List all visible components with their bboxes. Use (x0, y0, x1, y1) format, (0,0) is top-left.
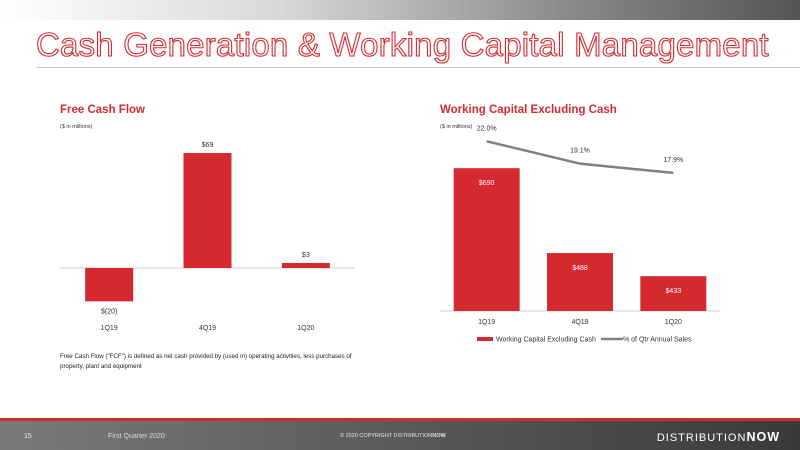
logo-suffix: NOW (746, 430, 780, 444)
wc-pct-data-label: 17.9% (663, 157, 683, 164)
copyright-suffix: NOW (432, 433, 446, 439)
logo-prefix: DISTRIBUTION (656, 432, 747, 444)
fcf-category-label: 1Q19 (101, 325, 118, 332)
fcf-data-label: $3 (302, 252, 310, 259)
fcf-category-label: 4Q19 (199, 325, 216, 332)
copyright-prefix: © 2020 COPYRIGHT DISTRIBUTION (340, 433, 433, 439)
wc-pct-data-label: 19.1% (570, 148, 590, 155)
footer-copyright: © 2020 COPYRIGHT DISTRIBUTIONNOW (340, 433, 446, 439)
fcf-data-label: $(20) (101, 308, 117, 315)
wc-bar-data-label: $488 (572, 265, 588, 272)
fcf-bar (281, 263, 330, 268)
wc-category-label: 4Q19 (571, 319, 588, 326)
company-logo: DISTRIBUTIONNOW (657, 430, 780, 444)
wc-chart-title: Working Capital Excluding Cash (440, 104, 617, 116)
fcf-category-label: 1Q20 (297, 325, 314, 332)
wc-bar-data-label: $433 (666, 288, 682, 295)
wc-category-label: 1Q19 (478, 319, 495, 326)
wc-bar (547, 253, 613, 311)
slide-title: Cash Generation & Working Capital Manage… (35, 25, 769, 63)
wc-bar-data-label: $690 (479, 180, 495, 187)
legend-bar-swatch (477, 337, 493, 341)
fcf-footnote: Free Cash Flow ("FCF") is defined as net… (60, 353, 352, 370)
fcf-bar (85, 268, 134, 302)
wc-pct-data-label: 22.0% (477, 125, 497, 132)
footer-period: First Quarter 2020 (108, 433, 165, 440)
wc-pct-line (486, 140, 674, 175)
wc-bar (453, 168, 520, 311)
fcf-chart-subtitle: ($ in millions) (60, 124, 93, 130)
fcf-bar (183, 153, 232, 268)
title-divider (36, 67, 800, 68)
wc-bar (640, 276, 707, 311)
footer-red-rule (0, 418, 800, 421)
wc-chart-subtitle: ($ in millions) (440, 124, 473, 130)
footer-bar: 15 First Quarter 2020 © 2020 COPYRIGHT D… (0, 421, 800, 450)
fcf-data-label: $69 (202, 142, 214, 149)
legend-bar-label: Working Capital Excluding Cash (496, 337, 596, 344)
wc-category-label: 1Q20 (665, 319, 682, 326)
fcf-chart-title: Free Cash Flow (60, 104, 145, 116)
legend-line-label: % of Qtr Annual Sales (623, 337, 692, 344)
page-number: 15 (24, 433, 32, 440)
top-gradient-bar (0, 0, 800, 20)
